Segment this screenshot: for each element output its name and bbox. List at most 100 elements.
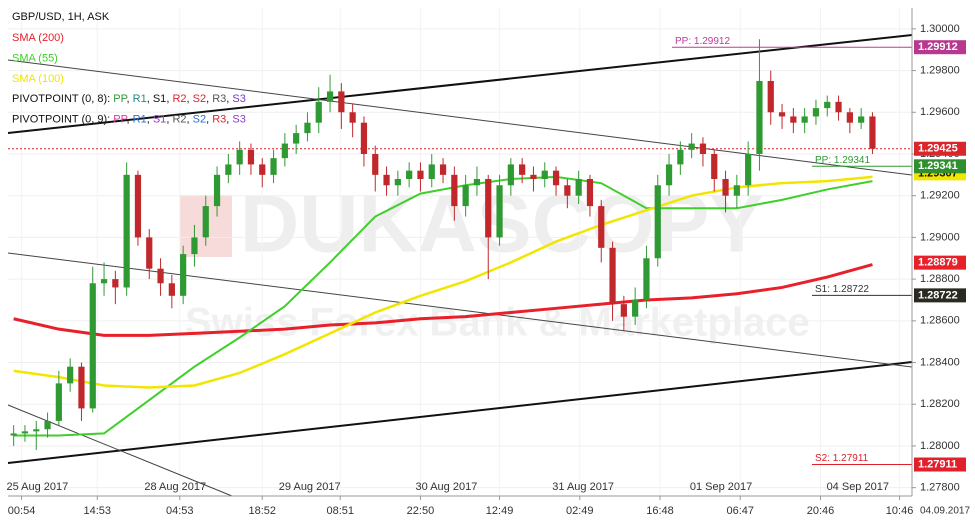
candle-body [756, 80, 763, 154]
candle-body [202, 206, 209, 238]
date-label: 30 Aug 2017 [416, 481, 478, 493]
candle-body [349, 112, 356, 123]
price-tag-label: 1.29341 [918, 160, 958, 172]
x-tick-label: 16:48 [646, 505, 674, 517]
pivot-legend-part: , [226, 113, 232, 125]
x-tick-label: 20:46 [807, 505, 835, 517]
x-tick-label: 12:49 [486, 505, 514, 517]
chart-title: GBP/USD, 1H, ASK [12, 11, 110, 23]
x-tick-label: 08:51 [326, 505, 354, 517]
candle-body [632, 299, 639, 317]
pivot-legend-part: , [206, 113, 212, 125]
watermark: DUKASCOPY Swiss Forex Bank & Marketplace [180, 179, 810, 345]
date-label: 29 Aug 2017 [279, 481, 341, 493]
price-tag [914, 288, 966, 303]
price-tag [914, 457, 966, 472]
candle-body [722, 179, 729, 196]
candle-body [270, 158, 277, 175]
axes: 1.300001.298001.296001.294001.292001.290… [6, 23, 970, 517]
candle-body [552, 170, 560, 186]
trend-line [7, 34, 913, 134]
price-tag [914, 141, 966, 156]
candle-body [439, 164, 447, 175]
candle-body [21, 431, 29, 434]
x-end-label: 04.09.2017 [920, 506, 970, 517]
candle-body [428, 164, 435, 180]
candle-body [846, 112, 853, 123]
candle-body [869, 116, 876, 149]
pivot-label: PP: 1.29912 [675, 36, 730, 47]
pivot-legend-part: R1 [133, 113, 147, 125]
y-tick-label: 1.29000 [920, 231, 960, 243]
date-label: 31 Aug 2017 [552, 481, 614, 493]
candle-body [767, 80, 774, 113]
x-tick-label: 04:53 [166, 505, 194, 517]
pivot-legend-part: , [166, 93, 172, 105]
date-label: 01 Sep 2017 [690, 481, 752, 493]
candle-body [858, 116, 865, 123]
pivot-legend-part: R2 [172, 113, 186, 125]
x-tick-label: 06:47 [726, 505, 754, 517]
candle-body [699, 143, 707, 154]
y-tick-label: 1.30000 [920, 23, 960, 35]
pivot-legend-part: , [187, 93, 193, 105]
candle-body [236, 149, 243, 165]
pivot-legend-part: PIVOTPOINT (0, 8): [12, 93, 113, 105]
candle-body [824, 101, 831, 109]
pivot-legend-part: , [147, 113, 153, 125]
pivot-label: S1: 1.28722 [815, 284, 869, 295]
candle-body [213, 174, 221, 207]
candle-body [609, 247, 616, 305]
pivot-legend-part: , [127, 113, 133, 125]
pivot-legend-part: S2 [193, 93, 206, 105]
pivot-legend-part: , [187, 113, 193, 125]
candle-body [191, 237, 198, 255]
candle-body [304, 122, 311, 134]
y-tick-label: 1.29600 [920, 106, 960, 118]
candle-body [598, 206, 605, 248]
candle-body [654, 185, 661, 259]
pivot-legend-part: PP [113, 93, 127, 105]
pivot-legend-part: R3 [212, 93, 226, 105]
legend: GBP/USD, 1H, ASK SMA (200) SMA (55) SMA (1… [12, 11, 246, 126]
candle-body [677, 149, 684, 165]
pivot-legend-part: , [226, 93, 232, 105]
candle-body [711, 153, 718, 180]
candle-body [519, 164, 526, 175]
price-tag [914, 40, 966, 55]
candle-body [801, 116, 808, 123]
candle-body [100, 279, 108, 284]
candle-body [180, 254, 187, 296]
x-tick-label: 22:50 [407, 505, 435, 517]
candle-body [146, 237, 153, 269]
pivot-legend-part: S3 [232, 113, 245, 125]
price-tag-label: 1.29912 [918, 41, 958, 53]
sma-line [13, 175, 873, 389]
candle-body [326, 91, 334, 102]
candle-body [394, 179, 401, 186]
trend-line [7, 361, 913, 464]
candle-body [225, 164, 232, 175]
price-tag [914, 159, 966, 174]
candle-body [112, 279, 119, 288]
price-tag-label: 1.27911 [918, 458, 957, 470]
candle-body [338, 91, 345, 113]
candle-body [496, 185, 503, 238]
sma-line [13, 263, 873, 337]
pivot-legend-part: , [127, 93, 133, 105]
y-tick-label: 1.28000 [920, 440, 960, 452]
candle-body [586, 179, 594, 207]
price-tag-label: 1.28722 [918, 289, 958, 301]
candle-body [55, 383, 62, 421]
pivot-legend-part: PP [113, 113, 127, 125]
candle-body [485, 179, 492, 238]
candle-body [835, 101, 842, 113]
y-tick-label: 1.27800 [920, 482, 960, 494]
pivot-legend-part: , [166, 113, 172, 125]
candle-body [564, 185, 571, 196]
legend-entry: SMA (100) [12, 73, 64, 85]
candle-body [530, 174, 537, 180]
pivot-label: PP: 1.29341 [815, 155, 870, 166]
date-label: 25 Aug 2017 [6, 481, 68, 493]
